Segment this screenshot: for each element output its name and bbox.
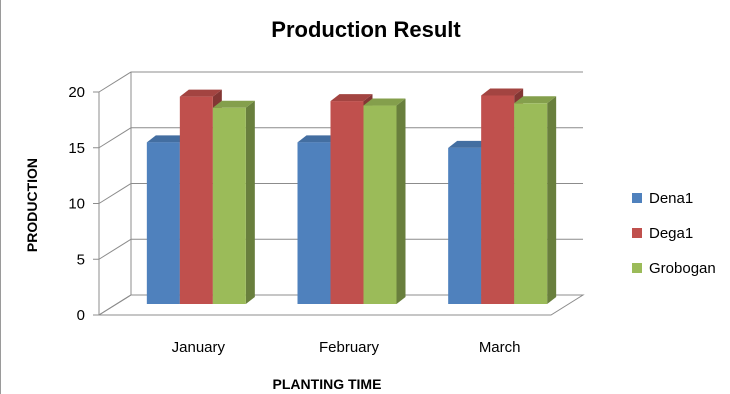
bar-front [448,147,482,304]
chart-title: Production Result [271,17,461,42]
bar-top [448,140,491,148]
y-tick-label: 5 [77,251,85,268]
y-tick-label: 20 [68,84,85,101]
bar-front [179,96,213,304]
bar-side [396,98,406,304]
bar-side [547,96,557,304]
bar-grobogan-march [514,96,557,304]
bar-top [514,96,557,104]
gridline [98,238,583,260]
x-tick-labels: January February March [172,339,521,356]
bar-top [363,98,406,106]
x-tick-label: January [172,339,226,356]
y-tick-label: 0 [77,307,85,324]
bar-front [330,101,364,304]
bar-top [330,94,373,102]
bar-front [297,142,331,304]
bar-front [146,142,180,304]
gridline [98,183,583,204]
bar-front [363,105,397,304]
legend-swatch [632,263,642,273]
legend-label: Dega1 [649,225,693,242]
bar-top [297,135,340,143]
legend-swatch [632,228,642,238]
x-tick-label: February [319,339,380,356]
bar-grobogan-january [212,100,255,304]
x-axis-title: PLANTING TIME [273,376,382,392]
y-tick-label: 10 [68,196,85,213]
y-tick-label: 15 [68,140,85,157]
bar-front [212,107,246,304]
bar-top [481,88,524,96]
legend: Dena1 Dega1 Grobogan [632,190,716,277]
legend-label: Dena1 [649,190,693,207]
legend-item-dega1: Dega1 [632,225,693,242]
bar-top [212,100,255,108]
bar-front [481,95,515,305]
gridline [98,127,583,149]
legend-item-dena1: Dena1 [632,190,693,207]
legend-label: Grobogan [649,260,716,277]
legend-item-grobogan: Grobogan [632,260,716,277]
bars [146,88,557,305]
gridline [98,294,583,316]
bar-front [514,103,548,304]
bar-top [179,89,222,97]
gridlines [93,71,583,316]
y-tick-labels: 0 5 10 15 20 [68,84,85,324]
gridline [98,71,583,93]
bar-top [146,135,189,143]
x-tick-label: March [479,339,521,356]
bar-grobogan-february [363,98,406,304]
legend-swatch [632,193,642,203]
bar-side [245,100,255,304]
y-axis-title: PRODUCTION [24,158,40,252]
